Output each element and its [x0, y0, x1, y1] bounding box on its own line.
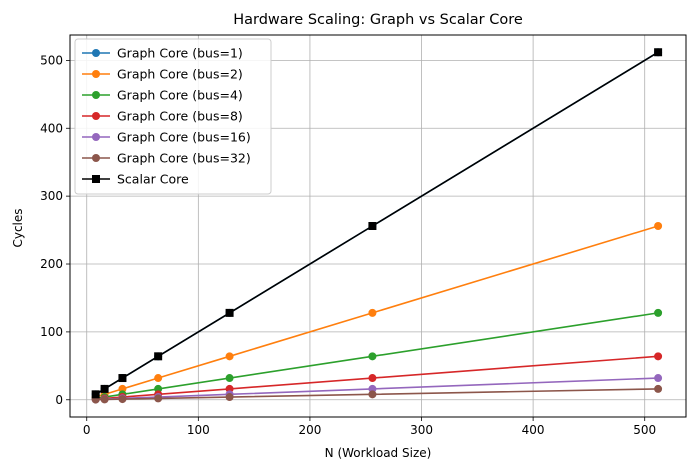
legend-label: Scalar Core	[117, 172, 189, 187]
data-point	[654, 308, 663, 317]
y-axis-ticks: 0 100 200 300 400 500	[40, 53, 70, 407]
legend-label: Graph Core (bus=1)	[117, 46, 243, 61]
x-tick-label: 300	[410, 423, 433, 437]
data-point	[100, 395, 109, 404]
data-point	[154, 352, 163, 361]
legend-marker	[92, 112, 100, 120]
legend-item: Graph Core (bus=16)	[82, 130, 251, 145]
legend-marker	[92, 49, 100, 57]
x-axis-label: N (Workload Size)	[325, 446, 432, 460]
data-point	[225, 374, 234, 383]
data-point	[225, 393, 234, 402]
legend-item: Graph Core (bus=4)	[82, 88, 243, 103]
x-tick-label: 200	[298, 423, 321, 437]
legend-label: Graph Core (bus=2)	[117, 67, 243, 82]
series-graph-core-bus-8	[91, 352, 663, 404]
legend-marker	[92, 154, 100, 162]
series-line	[95, 388, 659, 401]
series-line	[95, 355, 659, 400]
legend-label: Graph Core (bus=32)	[117, 151, 251, 166]
data-point	[654, 48, 663, 57]
legend-label: Graph Core (bus=4)	[117, 88, 243, 103]
data-point	[368, 374, 377, 383]
series-line	[95, 225, 659, 398]
series-graph-core-bus-2	[91, 222, 663, 402]
data-point	[225, 308, 234, 317]
data-point	[654, 374, 663, 383]
x-tick-label: 500	[633, 423, 656, 437]
plot-frame	[69, 34, 687, 418]
legend-item: Graph Core (bus=8)	[82, 109, 243, 124]
series-scalar-core	[91, 48, 663, 399]
legend: Graph Core (bus=1) Graph Core (bus=2) Grap…	[74, 38, 272, 195]
data-point	[654, 222, 663, 230]
y-tick-label: 100	[40, 325, 63, 339]
legend-label: Graph Core (bus=16)	[117, 130, 251, 145]
y-tick-label: 400	[40, 121, 63, 135]
data-point	[368, 222, 377, 230]
data-point	[91, 390, 100, 399]
legend-item: Graph Core (bus=1)	[82, 46, 243, 61]
data-point	[118, 374, 127, 383]
data-point	[154, 394, 163, 403]
legend-item: Graph Core (bus=2)	[82, 67, 243, 82]
data-point	[154, 374, 163, 383]
y-tick-label: 200	[40, 257, 63, 271]
legend-marker	[92, 91, 100, 99]
data-point	[118, 395, 127, 404]
y-axis-label: Cycles	[11, 208, 25, 247]
data-point	[100, 384, 109, 393]
x-tick-label: 400	[522, 423, 545, 437]
chart-title: Hardware Scaling: Graph vs Scalar Core	[233, 12, 523, 28]
legend-marker	[92, 133, 100, 141]
x-tick-label: 0	[83, 423, 91, 437]
legend-marker	[92, 70, 100, 78]
y-tick-label: 500	[40, 53, 63, 67]
series-line	[95, 312, 659, 400]
x-tick-label: 100	[187, 423, 210, 437]
data-point	[654, 352, 663, 361]
y-tick-label: 300	[40, 189, 63, 203]
legend-item: Graph Core (bus=32)	[82, 151, 251, 166]
data-point	[225, 352, 234, 361]
series-graph-core-bus-32	[91, 384, 663, 404]
x-axis-ticks: 0 100 200 300 400 500	[83, 417, 656, 437]
series-line	[95, 377, 659, 401]
legend-label: Graph Core (bus=8)	[117, 109, 243, 124]
data-point	[368, 308, 377, 317]
series-layer	[91, 48, 663, 404]
data-point	[654, 384, 663, 393]
data-point	[368, 390, 377, 399]
legend-box	[74, 38, 272, 195]
legend-item: Scalar Core	[82, 172, 189, 187]
legend-marker	[92, 175, 100, 183]
y-tick-label: 0	[55, 393, 63, 407]
data-point	[368, 352, 377, 361]
